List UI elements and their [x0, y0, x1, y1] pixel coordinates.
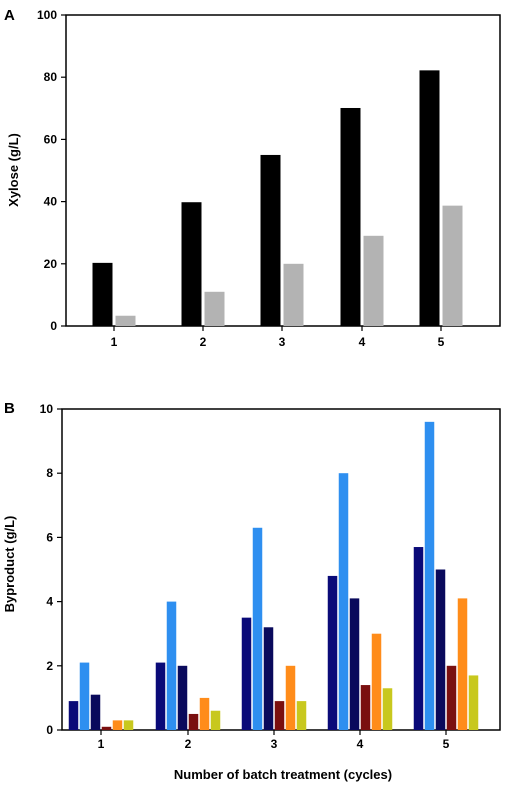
panel-a-y-ticks: 0 20 40 60 80 100 [37, 8, 66, 333]
panel-a-letter: A [4, 7, 15, 24]
panel-b-x-axis-title: Number of batch treatment (cycles) [174, 767, 392, 782]
y-tick-label-2: 2 [46, 659, 53, 673]
x-tick-label-4: 4 [357, 737, 364, 751]
x-tick-label-5: 5 [438, 335, 445, 349]
panel-b-y-axis-title: Byproduct (g/L) [2, 516, 17, 613]
bar-a-s1-c5 [419, 70, 440, 326]
bar-b-s2-c4 [338, 473, 349, 730]
y-tick-label-8: 8 [46, 466, 53, 480]
bar-b-s5-c4 [371, 633, 382, 730]
y-tick-label-80: 80 [44, 70, 58, 84]
bar-b-s5-c5 [457, 598, 468, 730]
bar-b-s1-c1 [68, 701, 79, 730]
bar-b-s6-c4 [382, 688, 393, 730]
x-tick-label-3: 3 [271, 737, 278, 751]
bar-b-s6-c5 [468, 675, 479, 730]
bar-b-s4-c2 [188, 713, 199, 730]
panel-a-bars [92, 70, 463, 327]
bar-b-s1-c5 [413, 547, 424, 730]
bar-a-s2-c4 [363, 235, 384, 326]
panel-a-chart: A Xylose (g/L) 0 20 40 60 80 100 1 2 3 4 5 [4, 7, 501, 349]
y-tick-label-4: 4 [46, 595, 53, 609]
bar-b-s2-c2 [166, 601, 177, 730]
bar-b-s5-c1 [112, 720, 123, 730]
bar-a-s1-c1 [92, 262, 113, 326]
bar-b-s2-c1 [79, 662, 90, 730]
bar-a-s2-c2 [204, 291, 225, 326]
bar-a-s1-c4 [340, 107, 361, 327]
bar-b-s5-c2 [199, 697, 210, 730]
panel-a-y-axis-title: Xylose (g/L) [6, 133, 21, 207]
bar-a-s2-c5 [442, 205, 463, 326]
panel-b-chart: B Byproduct (g/L) Number of batch treatm… [2, 400, 501, 782]
bar-a-s2-c3 [283, 263, 304, 326]
panel-a-plot-frame [65, 14, 501, 327]
bar-b-s1-c4 [327, 575, 338, 730]
panel-b-plot-frame [61, 408, 501, 731]
y-tick-label-60: 60 [44, 132, 58, 146]
bar-a-s1-c2 [181, 202, 202, 326]
panel-b-bars [68, 421, 479, 730]
bar-b-s4-c3 [274, 701, 285, 730]
bar-a-s1-c3 [260, 154, 281, 326]
bar-b-s3-c1 [90, 694, 101, 730]
bar-b-s5-c3 [285, 665, 296, 730]
panel-b-y-ticks: 0 2 4 6 8 10 [40, 402, 62, 737]
bar-b-s3-c2 [177, 665, 188, 730]
x-tick-label-2: 2 [185, 737, 192, 751]
panel-b-letter: B [4, 400, 15, 417]
panel-a-x-ticks: 1 2 3 4 5 [111, 326, 445, 349]
bar-b-s3-c3 [263, 627, 274, 730]
bar-b-s6-c1 [123, 720, 134, 730]
bar-b-s2-c3 [252, 527, 263, 730]
x-tick-label-1: 1 [98, 737, 105, 751]
bar-b-s4-c4 [360, 685, 371, 730]
y-tick-label-6: 6 [46, 530, 53, 544]
y-tick-label-20: 20 [44, 257, 58, 271]
bar-b-s1-c2 [155, 662, 166, 730]
bar-b-s1-c3 [241, 617, 252, 730]
bar-b-s2-c5 [424, 421, 435, 730]
x-tick-label-1: 1 [111, 335, 118, 349]
y-tick-label-100: 100 [37, 8, 57, 22]
bar-b-s4-c5 [446, 665, 457, 730]
bar-b-s6-c2 [210, 710, 221, 730]
bar-b-s3-c5 [435, 569, 446, 730]
y-tick-label-0: 0 [50, 319, 57, 333]
y-tick-label-40: 40 [44, 195, 58, 209]
x-tick-label-4: 4 [359, 335, 366, 349]
bar-b-s3-c4 [349, 598, 360, 730]
panel-b-x-ticks: 1 2 3 4 5 [98, 730, 450, 751]
bar-a-s2-c1 [115, 315, 136, 326]
bar-b-s6-c3 [296, 701, 307, 730]
x-tick-label-3: 3 [279, 335, 286, 349]
y-tick-label-0: 0 [46, 723, 53, 737]
y-tick-label-10: 10 [40, 402, 54, 416]
bar-b-s4-c1 [101, 726, 112, 730]
x-tick-label-5: 5 [443, 737, 450, 751]
x-tick-label-2: 2 [200, 335, 207, 349]
